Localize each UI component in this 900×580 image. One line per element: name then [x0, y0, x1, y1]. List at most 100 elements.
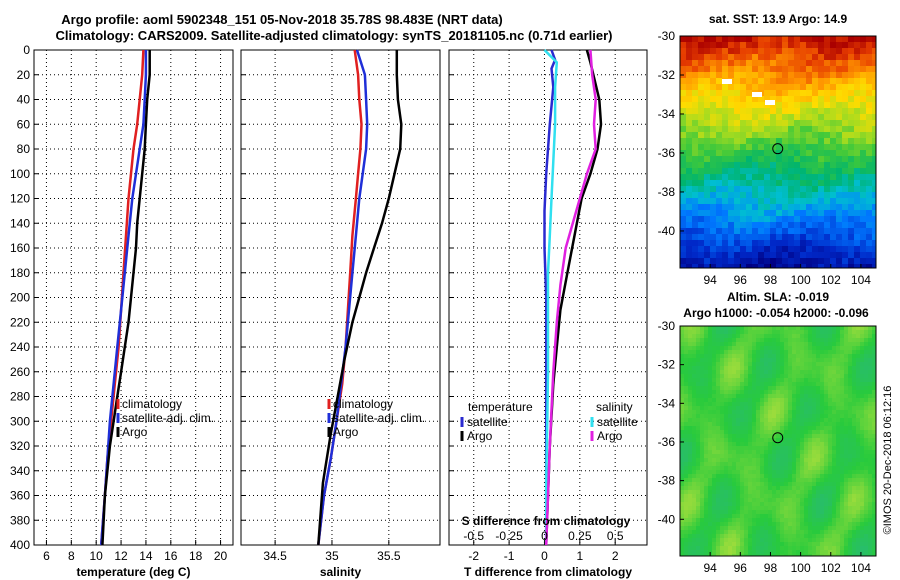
map-x-tick-label: 98 [764, 561, 778, 575]
legend-label: Argo [467, 429, 493, 443]
x-tick-label: 14 [139, 549, 153, 563]
map-x-tick-label: 98 [764, 273, 778, 287]
land-mask-patch [752, 92, 762, 97]
map-y-tick-label: -34 [658, 107, 676, 121]
x-tick-label: 2 [612, 549, 619, 563]
x-tick-label: 20 [214, 549, 228, 563]
x-axis-label: temperature (deg C) [76, 565, 190, 579]
map-y-tick-label: -40 [658, 512, 676, 526]
legend-label: satellite [597, 415, 638, 429]
x-tick-label: 34.5 [263, 549, 287, 563]
map-x-tick-label: 96 [734, 273, 748, 287]
legend-label: Argo [597, 429, 623, 443]
x-tick-label: 12 [114, 549, 128, 563]
map-x-tick-label: 104 [851, 561, 871, 575]
map-y-tick-label: -40 [658, 224, 676, 238]
map-x-tick-label: 100 [791, 561, 811, 575]
land-mask-patch [765, 100, 775, 105]
x-tick-label: 6 [43, 549, 50, 563]
y-tick-label: 220 [10, 315, 30, 329]
map-y-tick-label: -32 [658, 68, 676, 82]
series-line-s-satellite [543, 49, 559, 545]
y-tick-label: 60 [17, 117, 31, 131]
map-y-tick-label: -32 [658, 358, 676, 372]
series-line-argo [317, 50, 403, 546]
series-line-satellite-adj-clim- [317, 49, 369, 546]
map-title: Altim. SLA: -0.019 [727, 290, 829, 304]
axes-frame [33, 49, 234, 546]
map-y-tick-label: -30 [658, 319, 676, 333]
legend-label: satellite-adj. clim. [122, 411, 214, 425]
x2-tick-label: -0.5 [463, 529, 484, 543]
axes-frame [240, 49, 441, 546]
x-tick-label: 16 [164, 549, 178, 563]
y-tick-label: 400 [10, 538, 30, 552]
series-line-s-argo [544, 49, 597, 546]
legend-label: satellite-adj. clim. [333, 411, 425, 425]
x-tick-label: 8 [68, 549, 75, 563]
sst-map-panel: 94 96 98 100 102 104 -30 -32 -34 -36 -38 -40 sat. SS… [658, 12, 877, 287]
map-subtitle: Argo h1000: -0.054 h2000: -0.096 [683, 306, 869, 320]
x2-tick-label: -0.25 [495, 529, 523, 543]
map-x-tick-label: 102 [821, 561, 841, 575]
y-tick-label: 300 [10, 414, 30, 428]
argo-float-marker [772, 432, 784, 444]
map-x-tick-label: 96 [734, 561, 748, 575]
map-frame [679, 35, 877, 269]
y-tick-label: 160 [10, 241, 30, 255]
legend-label: climatology [122, 397, 182, 411]
sla-map-panel: 94 96 98 100 102 104 -30 -32 -34 -36 -38 -40 Altim. … [658, 290, 877, 575]
map-y-tick-label: -38 [658, 185, 676, 199]
x-axis-label: T difference from climatology [464, 565, 632, 579]
x-tick-label: -1 [504, 549, 515, 563]
y-tick-label: 360 [10, 489, 30, 503]
map-y-tick-label: -36 [658, 146, 676, 160]
series-line-argo [101, 50, 151, 546]
x2-tick-label: 0.25 [568, 529, 592, 543]
axes-frame [448, 49, 648, 546]
y-tick-label: 120 [10, 192, 30, 206]
x-tick-label: 35.5 [377, 549, 401, 563]
land-mask-patch [722, 79, 732, 84]
map-x-tick-label: 94 [703, 273, 717, 287]
x2-tick-label: 0 [541, 529, 548, 543]
y-tick-label: 380 [10, 513, 30, 527]
legend-title: salinity [596, 400, 633, 414]
map-x-tick-label: 102 [821, 273, 841, 287]
legend-label: satellite [467, 415, 508, 429]
y-tick-label: 340 [10, 464, 30, 478]
legend-label: Argo [122, 425, 148, 439]
argo-float-marker [772, 143, 784, 155]
x-tick-label: 0 [541, 549, 548, 563]
map-title: sat. SST: 13.9 Argo: 14.9 [709, 12, 848, 26]
y-tick-label: 280 [10, 390, 30, 404]
y-tick-label: 0 [23, 43, 30, 57]
y-tick-label: 180 [10, 266, 30, 280]
y-tick-label: 140 [10, 216, 30, 230]
y-tick-label: 100 [10, 167, 30, 181]
y-tick-label: 40 [17, 93, 31, 107]
difference-panel: -2 -1 0 1 2 T difference from climatology temp… [448, 49, 648, 579]
x-tick-label: 1 [576, 549, 583, 563]
map-y-tick-label: -34 [658, 396, 676, 410]
y-tick-label: 80 [17, 142, 31, 156]
legend-label: climatology [333, 397, 393, 411]
y-tick-label: 240 [10, 340, 30, 354]
y-tick-label: 260 [10, 365, 30, 379]
x2-axis-label: S difference from climatology [462, 514, 631, 528]
temperature-panel: 6 8 10 12 14 16 18 2002040608010012014016018020… [10, 43, 234, 579]
figure-title-line2: Climatology: CARS2009. Satellite-adjuste… [55, 28, 612, 43]
series-line-satellite-adj-clim- [99, 50, 148, 546]
map-x-tick-label: 100 [791, 273, 811, 287]
x-tick-label: 18 [189, 549, 203, 563]
map-y-tick-label: -36 [658, 435, 676, 449]
y-tick-label: 20 [17, 68, 31, 82]
y-tick-label: 320 [10, 439, 30, 453]
map-x-tick-label: 94 [703, 561, 717, 575]
map-frame [679, 325, 877, 557]
x-axis-label: salinity [320, 565, 362, 579]
legend-title: temperature [468, 400, 533, 414]
x-tick-label: 35 [325, 549, 339, 563]
x-tick-label: -2 [468, 549, 479, 563]
